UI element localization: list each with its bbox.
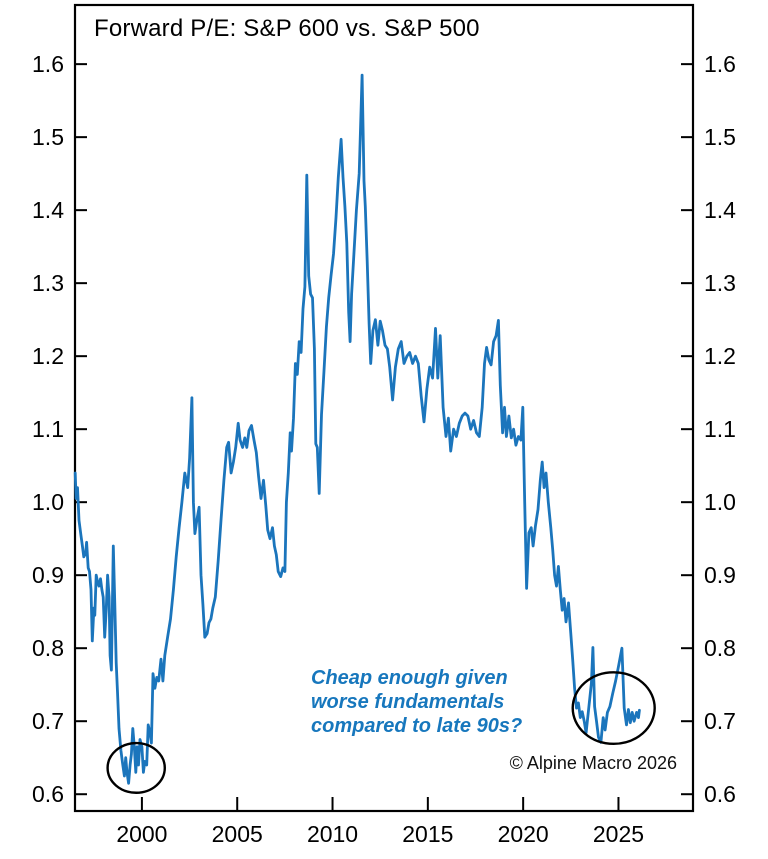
y-tick-label-left: 0.9 [32, 562, 64, 588]
y-tick-label-right: 1.6 [704, 51, 736, 77]
annotation-line-2: worse fundamentals [311, 691, 505, 713]
ellipse-annotation-2 [571, 671, 656, 746]
y-tick-label-right: 0.6 [704, 781, 736, 807]
y-tick-label-right: 0.7 [704, 708, 736, 734]
y-tick-label-left: 1.6 [32, 51, 64, 77]
y-tick-label-right: 1.0 [704, 489, 736, 515]
x-tick-label: 2005 [212, 821, 263, 847]
annotation-line-1: Cheap enough given [311, 667, 508, 689]
y-tick-label-right: 1.1 [704, 416, 736, 442]
chart-annotation: Cheap enough given worse fundamentals co… [311, 666, 522, 738]
y-tick-label-left: 0.7 [32, 708, 64, 734]
y-tick-label-left: 1.5 [32, 124, 64, 150]
x-tick-label: 2000 [116, 821, 167, 847]
y-tick-label-right: 1.4 [704, 197, 736, 223]
y-tick-label-left: 1.3 [32, 270, 64, 296]
y-tick-label-left: 1.4 [32, 197, 64, 223]
annotation-line-3: compared to late 90s? [311, 715, 523, 737]
y-tick-label-right: 1.5 [704, 124, 736, 150]
x-tick-label: 2010 [307, 821, 358, 847]
chart-title: Forward P/E: S&P 600 vs. S&P 500 [94, 15, 480, 42]
y-tick-label-right: 0.9 [704, 562, 736, 588]
y-tick-label-left: 0.6 [32, 781, 64, 807]
y-tick-label-left: 1.0 [32, 489, 64, 515]
y-tick-label-left: 0.8 [32, 635, 64, 661]
y-tick-label-right: 1.2 [704, 343, 736, 369]
y-tick-label-left: 1.2 [32, 343, 64, 369]
y-tick-label-right: 0.8 [704, 635, 736, 661]
x-tick-label: 2020 [498, 821, 549, 847]
y-tick-label-right: 1.3 [704, 270, 736, 296]
y-tick-label-left: 1.1 [32, 416, 64, 442]
x-tick-label: 2015 [402, 821, 453, 847]
x-tick-label: 2025 [593, 821, 644, 847]
ellipse-annotation-1 [106, 741, 166, 794]
copyright-label: © Alpine Macro 2026 [509, 753, 677, 773]
ratio-line-series [73, 73, 641, 785]
plot-border [73, 3, 695, 813]
